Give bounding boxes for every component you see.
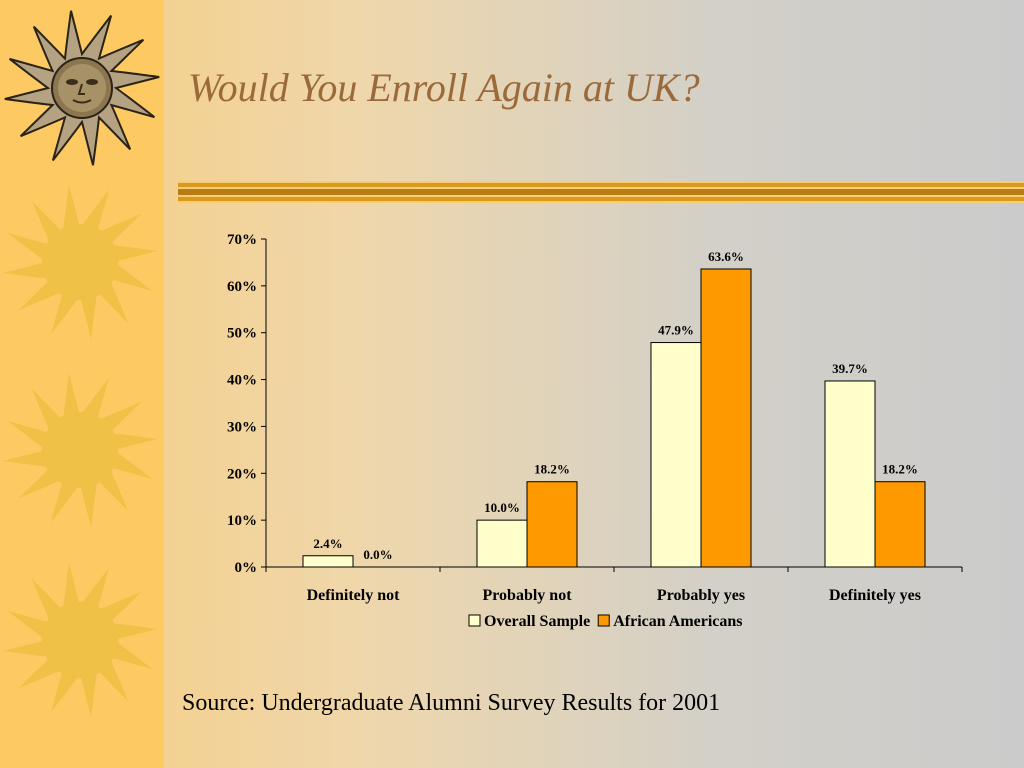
y-tick-label: 20% <box>227 466 257 482</box>
legend-swatch <box>597 614 610 627</box>
data-label: 39.7% <box>832 361 868 376</box>
data-label: 47.9% <box>658 323 694 338</box>
sun-sidebar <box>0 0 164 768</box>
data-label: 0.0% <box>363 547 392 562</box>
source-caption: Source: Undergraduate Alumni Survey Resu… <box>182 690 721 716</box>
sun-icon <box>2 184 158 340</box>
x-tick-label: Definitely not <box>307 587 401 604</box>
y-tick-label: 50% <box>227 326 257 342</box>
bar <box>302 555 354 568</box>
y-tick-label: 70% <box>227 232 257 248</box>
legend-label: Overall Sample <box>484 613 590 630</box>
bar <box>874 481 926 568</box>
y-tick-label: 30% <box>227 419 257 435</box>
legend-label: African Americans <box>613 613 742 630</box>
x-tick-label: Probably yes <box>657 587 745 604</box>
data-label: 18.2% <box>882 462 918 477</box>
legend: Overall Sample African Americans <box>468 613 743 630</box>
title-rule <box>178 181 1024 203</box>
sun-icon <box>2 372 158 528</box>
legend-swatch <box>468 614 481 627</box>
bar <box>476 519 528 568</box>
y-tick-label: 40% <box>227 373 257 389</box>
bar <box>700 268 752 568</box>
data-label: 18.2% <box>534 462 570 477</box>
bar <box>650 342 702 568</box>
y-tick-label: 0% <box>235 560 258 576</box>
y-tick-label: 10% <box>227 513 257 529</box>
x-tick-label: Probably not <box>482 587 572 604</box>
sun-face-icon <box>4 10 160 166</box>
data-label: 10.0% <box>484 500 520 515</box>
data-label: 63.6% <box>708 249 744 264</box>
bar <box>824 380 876 568</box>
slide-title: Would You Enroll Again at UK? <box>188 65 700 110</box>
bar <box>526 481 578 568</box>
bar-chart: 0% 10% 20% 30% 40% 50% 60% 70% 2.4% 0.0% Definitel… <box>227 232 963 630</box>
sun-icon <box>2 562 158 718</box>
data-label: 2.4% <box>313 536 342 551</box>
y-tick-label: 60% <box>227 279 257 295</box>
x-tick-label: Definitely yes <box>829 587 921 604</box>
